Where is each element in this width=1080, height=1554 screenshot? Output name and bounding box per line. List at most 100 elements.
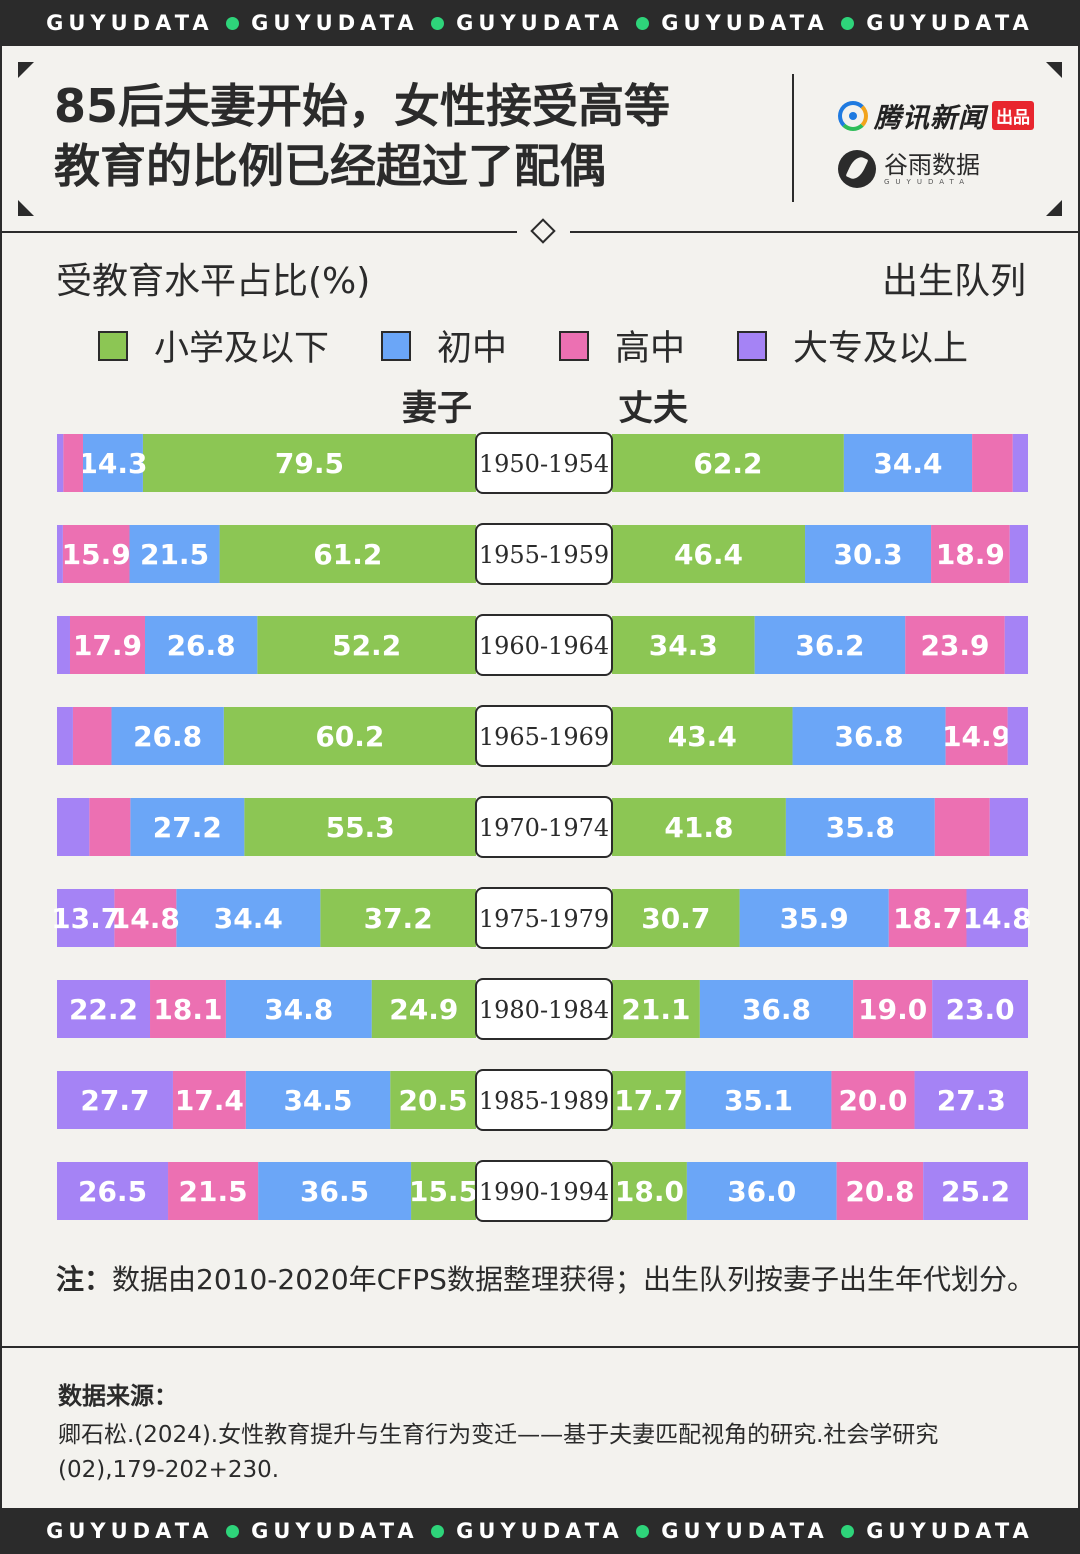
wife-bar-segment bbox=[57, 707, 73, 765]
husband-bar-segment bbox=[966, 889, 1028, 947]
wife-bar-segment bbox=[57, 434, 64, 492]
data-label: 20.0 bbox=[838, 1084, 907, 1117]
husband-bar-segment bbox=[612, 980, 700, 1038]
data-label: 18.0 bbox=[615, 1175, 684, 1208]
husband-bar-segment bbox=[699, 980, 854, 1038]
data-label: 14.3 bbox=[78, 447, 147, 480]
ticker-dot-icon bbox=[635, 16, 649, 30]
wife-bar-segment bbox=[371, 980, 476, 1038]
data-label: 24.9 bbox=[389, 993, 458, 1026]
ticker-text: GUYUDATA bbox=[251, 1519, 419, 1543]
wife-bar-segment bbox=[223, 707, 476, 765]
husband-bar-segment bbox=[914, 1071, 1028, 1129]
data-label: 55.3 bbox=[326, 811, 395, 844]
data-label: 36.2 bbox=[795, 629, 864, 662]
data-label: 18.1 bbox=[153, 993, 222, 1026]
husband-bar-segment bbox=[685, 1071, 832, 1129]
data-label: 22.2 bbox=[69, 993, 138, 1026]
husband-bar-segment bbox=[945, 707, 1008, 765]
husband-bar-segment bbox=[612, 1162, 687, 1220]
data-label: 17.7 bbox=[614, 1084, 683, 1117]
wife-bar-segment bbox=[144, 616, 258, 674]
ticker-dot-icon bbox=[430, 16, 444, 30]
wife-bar-segment bbox=[142, 434, 476, 492]
guyu-data-en: GUYUDATA bbox=[884, 178, 970, 186]
footnote: 注：数据由2010-2020年CFPS数据整理获得；出生队列按妻子出生年代划分。 bbox=[56, 1260, 1046, 1300]
diverging-bar-chart: 79.5 14.3 62.2 34.4 1950-1954 61.2 21.5 15.9 46.… bbox=[51, 432, 1032, 1222]
wife-bar-segment bbox=[219, 525, 476, 583]
tencent-news-logo: 腾讯新闻 出品 bbox=[838, 96, 1034, 135]
data-label: 20.5 bbox=[399, 1084, 468, 1117]
husband-bar-segment bbox=[853, 980, 933, 1038]
ticker-text: GUYUDATA bbox=[251, 11, 419, 35]
legend-item: 高中 bbox=[559, 320, 685, 371]
data-label: 26.5 bbox=[78, 1175, 147, 1208]
wife-bar-segment bbox=[57, 889, 115, 947]
cohort-label-box bbox=[475, 1069, 613, 1131]
data-label: 23.0 bbox=[946, 993, 1015, 1026]
wife-bar-segment bbox=[411, 1162, 476, 1220]
cohort-label: 1975-1979 bbox=[479, 905, 609, 933]
data-label: 17.9 bbox=[73, 629, 142, 662]
cohort-label-box bbox=[475, 796, 613, 858]
wife-bar-segment bbox=[69, 616, 145, 674]
cohort-label: 1965-1969 bbox=[479, 723, 609, 751]
ticker-text: GUYUDATA bbox=[661, 1519, 829, 1543]
ticker-text: GUYUDATA bbox=[866, 1519, 1034, 1543]
top-ticker: GUYUDATA GUYUDATA GUYUDATA GUYUDATA GUYU… bbox=[0, 0, 1080, 46]
husband-bar-segment bbox=[612, 1071, 686, 1129]
husband-bar-segment bbox=[931, 525, 1010, 583]
husband-bar-segment bbox=[1012, 434, 1028, 492]
legend-swatch bbox=[559, 330, 590, 361]
data-label: 20.8 bbox=[845, 1175, 914, 1208]
divider-line bbox=[570, 231, 1078, 233]
husband-bar-segment bbox=[612, 798, 786, 856]
data-label: 23.9 bbox=[920, 629, 989, 662]
data-label: 14.8 bbox=[111, 902, 180, 935]
wife-bar-segment bbox=[258, 1162, 412, 1220]
cohort-label-box bbox=[475, 432, 613, 494]
husband-bar-segment bbox=[1004, 616, 1028, 674]
wife-bar-segment bbox=[111, 707, 224, 765]
data-label: 17.4 bbox=[175, 1084, 244, 1117]
data-label: 37.2 bbox=[364, 902, 433, 935]
tencent-news-badge: 出品 bbox=[992, 101, 1034, 130]
page-title: 85后夫妻开始，女性接受高等 教育的比例已经超过了配偶 bbox=[54, 76, 774, 196]
ticker-text: GUYUDATA bbox=[661, 11, 829, 35]
legend-swatch bbox=[737, 330, 768, 361]
wife-bar-segment bbox=[63, 434, 83, 492]
legend-label: 初中 bbox=[437, 329, 508, 369]
tencent-news-icon bbox=[838, 100, 868, 131]
husband-bar-segment bbox=[905, 616, 1005, 674]
data-label: 36.0 bbox=[727, 1175, 796, 1208]
data-label: 34.8 bbox=[264, 993, 333, 1026]
wife-bar-segment bbox=[176, 889, 321, 947]
wife-bar-segment bbox=[244, 798, 476, 856]
ticker-text: GUYUDATA bbox=[46, 1519, 214, 1543]
husband-bar-segment bbox=[612, 889, 740, 947]
ticker-dot-icon bbox=[841, 16, 854, 30]
data-label: 30.7 bbox=[641, 902, 710, 935]
husband-bar-segment bbox=[612, 525, 806, 583]
category-axis-label: 出生队列 bbox=[881, 261, 1026, 302]
source-heading: 数据来源： bbox=[58, 1382, 178, 1410]
husband-bar-segment bbox=[686, 1162, 837, 1220]
legend: 小学及以下 初中 高中 大专及以上 bbox=[98, 320, 1018, 371]
wife-bar-segment bbox=[320, 889, 476, 947]
husband-bar-segment bbox=[932, 980, 1028, 1038]
ticker-text: GUYUDATA bbox=[456, 1519, 624, 1543]
wife-bar-segment bbox=[172, 1071, 246, 1129]
husband-bar-segment bbox=[1007, 707, 1028, 765]
data-label: 35.1 bbox=[724, 1084, 793, 1117]
wife-bar-segment bbox=[257, 616, 476, 674]
cohort-label: 1990-1994 bbox=[479, 1178, 609, 1206]
husband-bar-segment bbox=[831, 1071, 915, 1129]
corner-triangle-icon bbox=[18, 62, 34, 78]
cohort-label-box bbox=[475, 1160, 613, 1222]
wife-bar-segment bbox=[225, 980, 372, 1038]
wife-bar-segment bbox=[390, 1071, 476, 1129]
data-label: 26.8 bbox=[133, 720, 202, 753]
y-axis-label: 受教育水平占比(%) bbox=[56, 261, 371, 302]
husband-bar-segment bbox=[923, 1162, 1028, 1220]
ticker-dot-icon bbox=[430, 1524, 444, 1538]
